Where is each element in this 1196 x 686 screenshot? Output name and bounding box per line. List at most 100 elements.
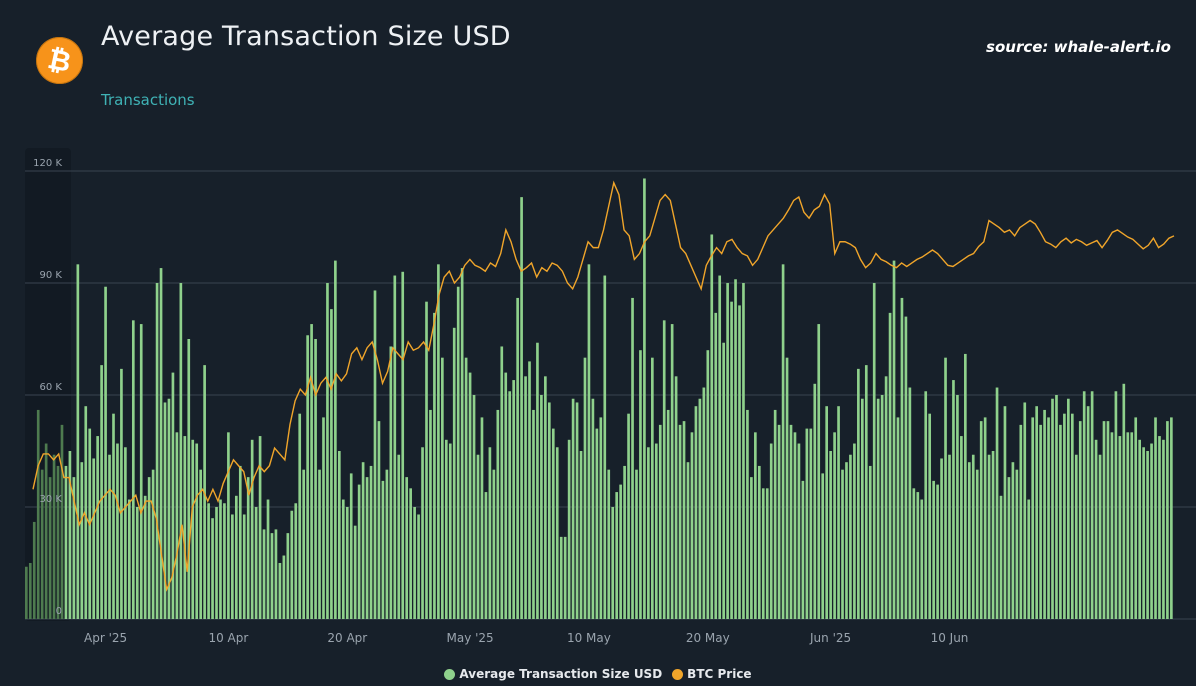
avg-size-bar: [96, 436, 99, 619]
avg-size-bar: [868, 465, 872, 619]
avg-size-bar: [496, 409, 500, 619]
avg-size-bar: [944, 357, 947, 619]
avg-size-bar: [409, 488, 412, 619]
avg-size-bar: [361, 462, 365, 619]
avg-size-bar: [718, 275, 722, 619]
avg-size-bar: [167, 398, 171, 619]
avg-size-bar: [635, 469, 638, 619]
avg-size-bar: [559, 536, 563, 619]
avg-size-bar: [116, 443, 119, 619]
x-tick-label: 10 Apr: [208, 631, 248, 645]
legend-item-btc-price[interactable]: BTC Price: [672, 667, 752, 681]
avg-size-bar: [916, 492, 920, 619]
avg-size-bar: [484, 492, 488, 619]
avg-size-bar: [599, 417, 603, 619]
avg-size-bar: [143, 495, 147, 619]
avg-size-bar: [956, 395, 959, 619]
avg-size-bar: [817, 324, 821, 619]
avg-size-bar: [734, 279, 737, 619]
avg-size-bar: [971, 454, 975, 619]
avg-size-bar: [714, 312, 718, 619]
avg-size-bar: [1027, 499, 1031, 619]
legend-btc-price-label: BTC Price: [687, 667, 752, 681]
avg-size-bar: [1007, 477, 1011, 619]
avg-size-bar: [967, 462, 971, 619]
avg-size-bar: [60, 424, 64, 619]
avg-size-bar: [726, 283, 729, 619]
chart-title: Average Transaction Size USD: [101, 21, 511, 52]
avg-size-bar: [456, 286, 460, 619]
avg-size-bar: [68, 451, 72, 619]
avg-size-bar: [112, 413, 115, 619]
avg-size-bar: [579, 451, 583, 619]
avg-size-bar: [1086, 406, 1090, 619]
legend-item-avg-size[interactable]: Average Transaction Size USD: [444, 667, 662, 681]
avg-size-bar: [872, 283, 876, 619]
avg-size-bar: [1063, 413, 1066, 619]
avg-size-bar: [472, 395, 476, 619]
avg-size-bar: [761, 488, 765, 619]
avg-size-bar: [520, 197, 523, 619]
avg-size-bar: [508, 391, 512, 619]
avg-size-bar: [1011, 462, 1015, 619]
avg-size-bar: [754, 432, 757, 619]
avg-size-bar: [238, 465, 242, 619]
avg-size-bar: [211, 518, 214, 619]
avg-size-bar: [928, 413, 932, 619]
avg-size-bar: [746, 409, 749, 619]
avg-size-bar: [785, 357, 789, 619]
avg-size-bar: [100, 365, 103, 619]
avg-size-bar: [492, 469, 496, 619]
avg-size-bar: [349, 473, 353, 619]
transactions-link[interactable]: Transactions: [101, 91, 195, 109]
avg-size-bar: [480, 417, 484, 619]
x-axis-ticks: Apr '25 10 Apr 20 Apr May '25 10 May 20 May Ju…: [84, 631, 968, 645]
avg-size-bar: [686, 462, 690, 619]
y-axis-ticks: 0 30 K 60 K 90 K 120 K: [33, 158, 62, 617]
avg-size-bar: [698, 398, 702, 619]
avg-size-bar: [544, 376, 547, 619]
avg-size-bar: [120, 368, 123, 619]
chart-area[interactable]: 0 30 K 60 K 90 K 120 K Apr '25 10 Apr 20 Apr Ma…: [0, 140, 1196, 665]
avg-size-bar: [159, 268, 163, 619]
avg-size-bar: [191, 439, 195, 619]
avg-size-bar: [765, 488, 769, 619]
avg-size-bar: [448, 443, 452, 619]
avg-size-bar: [341, 499, 345, 619]
avg-size-bar: [365, 477, 369, 619]
avg-size-bar: [413, 507, 416, 619]
avg-size-bar: [662, 320, 666, 619]
avg-size-bar: [1170, 417, 1173, 619]
avg-size-bar: [32, 521, 36, 619]
avg-size-bar: [385, 469, 389, 619]
avg-size-bar: [139, 324, 143, 619]
avg-size-bar: [999, 495, 1003, 619]
avg-size-bar: [25, 566, 28, 619]
avg-size-bar: [72, 477, 76, 619]
avg-size-bar: [551, 428, 555, 619]
avg-size-bar: [464, 357, 468, 619]
avg-size-bar: [603, 275, 607, 619]
avg-size-bar: [242, 514, 246, 619]
y-tick-label: 60 K: [40, 382, 63, 393]
avg-size-bar: [1003, 406, 1007, 619]
legend-btc-price-swatch: [672, 668, 684, 680]
avg-size-bar: [1106, 421, 1110, 619]
avg-size-bar: [1094, 439, 1098, 619]
avg-size-bar: [706, 350, 710, 619]
avg-size-bar: [781, 264, 785, 619]
avg-size-bar: [1162, 439, 1165, 619]
avg-size-bar: [1102, 421, 1106, 619]
avg-size-bar: [373, 290, 377, 619]
avg-size-bar: [353, 525, 357, 619]
avg-size-bar: [48, 477, 52, 619]
avg-size-bar: [290, 510, 294, 619]
source-label: source: whale-alert.io: [986, 38, 1171, 56]
avg-size-bar: [1074, 454, 1078, 619]
avg-size-bar: [512, 380, 515, 619]
avg-size-bar: [429, 409, 432, 619]
avg-size-bar: [1070, 413, 1074, 619]
avg-size-bar: [516, 297, 519, 619]
avg-size-bar: [298, 413, 302, 619]
avg-size-bar: [128, 499, 131, 619]
